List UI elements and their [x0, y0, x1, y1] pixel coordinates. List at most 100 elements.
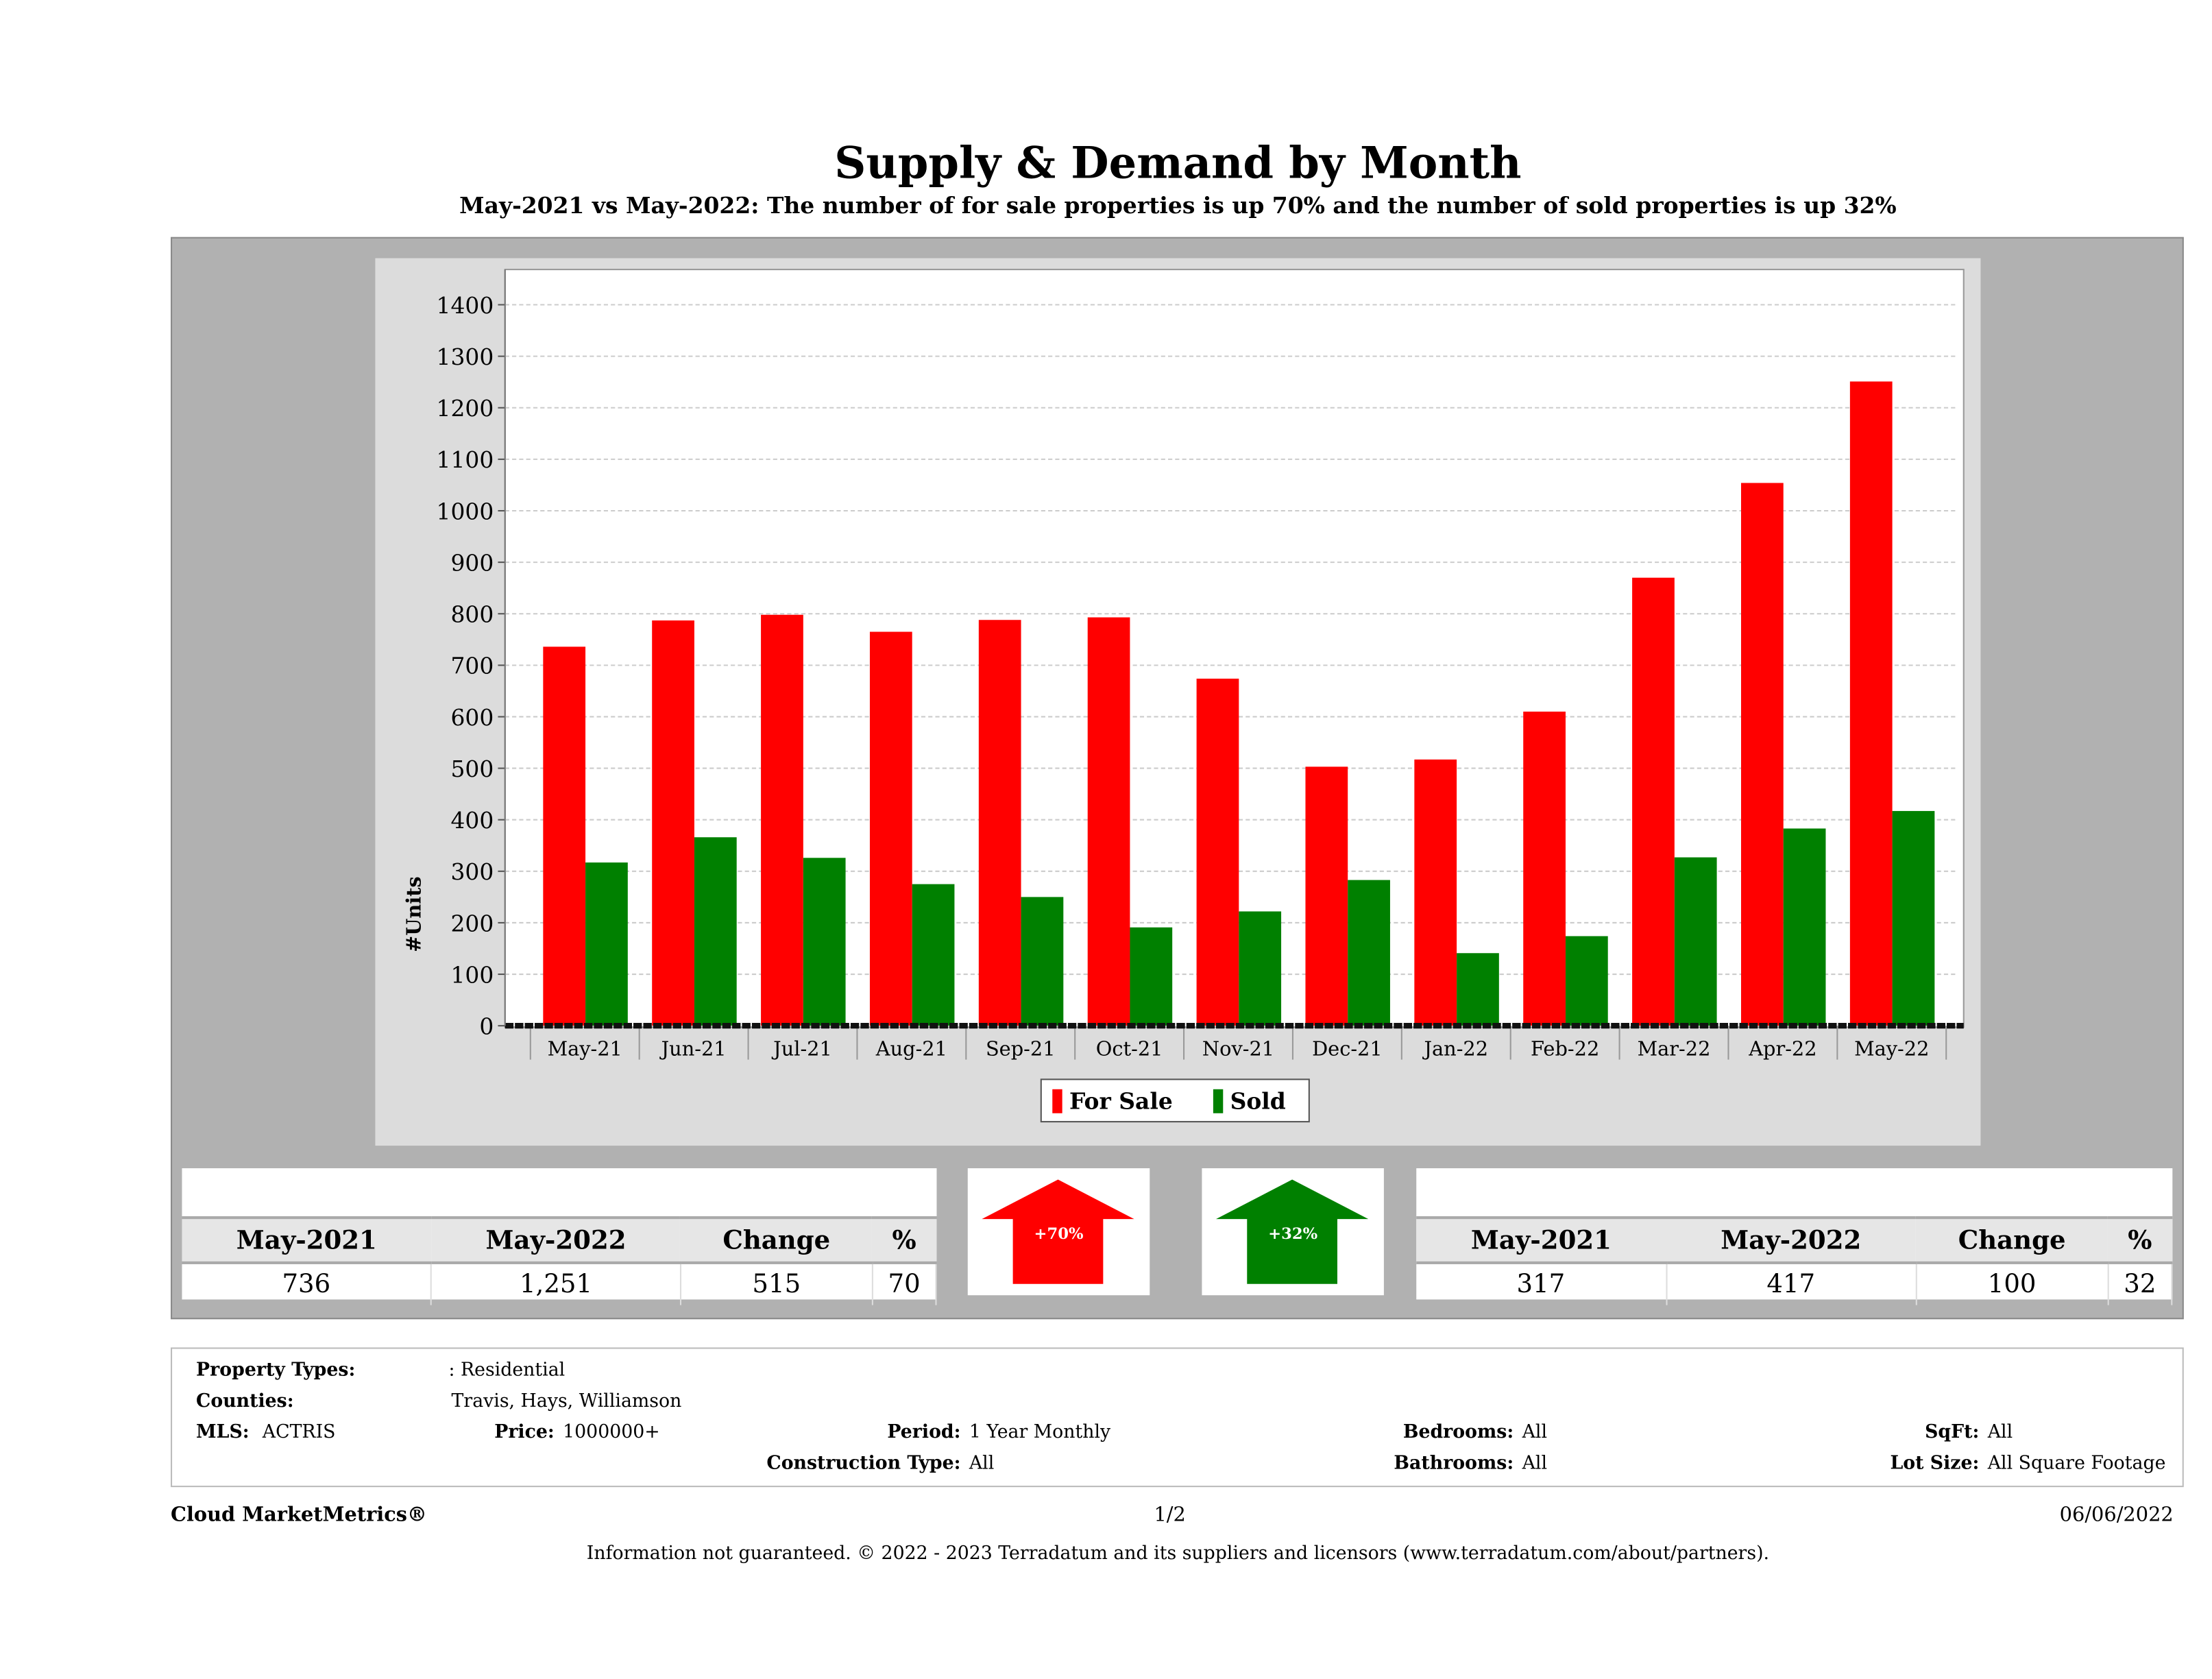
y-tick-label: 900 [450, 549, 494, 576]
counties-value: Travis, Hays, Williamson [451, 1391, 682, 1413]
price-value: 1000000+ [563, 1422, 660, 1444]
bedrooms-label: Bedrooms: [1402, 1422, 1514, 1444]
sqft-label: SqFt: [1925, 1422, 1980, 1444]
bar-for-sale [1414, 759, 1457, 1026]
bar-sold [694, 837, 737, 1026]
bar-sold [1565, 936, 1608, 1026]
legend: For Sale Sold [1040, 1078, 1310, 1123]
brand-name: Cloud MarketMetrics® [171, 1503, 427, 1527]
bar-sold [1783, 828, 1826, 1026]
bar-for-sale [1632, 577, 1675, 1026]
mls-label: MLS: [196, 1422, 250, 1444]
header-may-2022: May-2022 [1666, 1216, 1916, 1264]
header-may-2021: May-2021 [182, 1216, 432, 1264]
bar-for-sale [543, 647, 586, 1026]
y-tick-label: 1300 [437, 343, 494, 370]
value-may-2022: 417 [1666, 1262, 1917, 1305]
price-label: Price: [494, 1422, 555, 1444]
value-change: 515 [680, 1262, 873, 1305]
bar-chart: 0 100 200 300 400 500 600 700 800 900 1000 1100 1200… [402, 269, 1965, 1123]
mls-value: ACTRIS [262, 1422, 336, 1444]
value-percent: 70 [872, 1262, 937, 1305]
legend-for-sale: For Sale [1069, 1088, 1173, 1115]
x-tick-label: Jun-21 [659, 1037, 727, 1060]
y-axis-label: #Units [402, 876, 425, 952]
sold-summary-table: May-2021 May-2022 Change % 317 417 100 3… [1416, 1168, 2173, 1305]
sold-change-label: +32% [1268, 1224, 1318, 1244]
legend-swatch-for-sale [1052, 1089, 1062, 1113]
chart-container: 0 100 200 300 400 500 600 700 800 900 1000 1100 1200… [375, 258, 1981, 1146]
period-value: 1 Year Monthly [969, 1422, 1111, 1444]
bathrooms-value: All [1522, 1453, 1548, 1475]
y-tick-label: 400 [450, 807, 494, 834]
bar-for-sale [761, 614, 803, 1026]
bar-for-sale [1523, 711, 1566, 1026]
page-subtitle: May-2021 vs May-2022: The number of for … [459, 191, 1897, 219]
lot-size-label: Lot Size: [1890, 1453, 1980, 1475]
x-tick-label: Mar-22 [1638, 1037, 1711, 1060]
header-change: Change [680, 1216, 873, 1264]
up-arrow-icon [1215, 1179, 1369, 1284]
bar-for-sale [1196, 678, 1239, 1026]
y-tick-label: 700 [450, 653, 494, 679]
x-tick-label: May-21 [548, 1037, 622, 1060]
y-tick-label: 600 [450, 704, 494, 731]
y-tick-label: 1400 [437, 292, 494, 319]
bar-for-sale [1305, 766, 1348, 1026]
for-sale-summary-table: May-2021 May-2022 Change % 736 1,251 515… [182, 1168, 937, 1305]
y-tick-label: 1200 [437, 395, 494, 422]
bar-sold [912, 884, 955, 1026]
value-may-2021: 317 [1416, 1262, 1667, 1305]
period-label: Period: [887, 1422, 961, 1444]
bar-sold [1892, 810, 1935, 1026]
bar-sold [1021, 897, 1064, 1026]
x-tick-label: Dec-21 [1312, 1037, 1383, 1060]
bar-for-sale [869, 631, 912, 1026]
bar-sold [1457, 953, 1499, 1026]
for-sale-change-arrow: +70% [967, 1168, 1150, 1296]
sqft-value: All [1987, 1422, 2013, 1444]
legend-sold: Sold [1230, 1088, 1286, 1115]
x-tick-label: Feb-22 [1531, 1037, 1599, 1060]
value-change: 100 [1915, 1262, 2109, 1305]
y-tick-label: 1100 [437, 446, 494, 473]
report-date: 06/06/2022 [2059, 1503, 2174, 1527]
y-tick-label: 0 [479, 1013, 494, 1040]
x-tick-label: Apr-22 [1748, 1037, 1816, 1060]
bar-sold [585, 862, 628, 1026]
sold-change-arrow: +32% [1202, 1168, 1384, 1296]
x-tick-label: Jan-22 [1422, 1037, 1488, 1060]
x-tick-label: Aug-21 [875, 1037, 947, 1060]
page-number: 1/2 [1154, 1503, 1186, 1527]
for-sale-change-label: +70% [1034, 1224, 1084, 1244]
x-tick-label: Oct-21 [1096, 1037, 1163, 1060]
y-tick-label: 1000 [437, 498, 494, 524]
bar-sold [1130, 927, 1173, 1026]
disclaimer: Information not guaranteed. © 2022 - 202… [586, 1543, 1770, 1565]
report-criteria: Property Types: : Residential Counties: … [171, 1347, 2184, 1488]
header-may-2021: May-2021 [1416, 1216, 1666, 1264]
bar-sold [1239, 911, 1282, 1026]
bar-sold [803, 858, 846, 1026]
x-tick-label: Jul-21 [771, 1037, 832, 1060]
y-tick-label: 200 [450, 910, 494, 937]
x-tick-label: Nov-21 [1202, 1037, 1274, 1060]
bar-for-sale [1087, 617, 1130, 1026]
bar-for-sale [1849, 381, 1893, 1026]
bar-for-sale [1740, 483, 1784, 1026]
legend-box [1040, 1078, 1310, 1123]
bar-for-sale [652, 620, 694, 1026]
property-types-label: Property Types: [196, 1360, 356, 1381]
header-percent: % [2108, 1216, 2172, 1264]
value-percent: 32 [2108, 1262, 2173, 1305]
x-tick-label: May-22 [1854, 1037, 1929, 1060]
construction-type-value: All [969, 1453, 995, 1475]
construction-type-label: Construction Type: [766, 1453, 961, 1475]
y-tick-label: 300 [450, 858, 494, 885]
y-tick-label: 800 [450, 601, 494, 628]
header-change: Change [1915, 1216, 2108, 1264]
value-may-2022: 1,251 [431, 1262, 681, 1305]
page-title: Supply & Demand by Month [834, 138, 1522, 189]
bedrooms-value: All [1522, 1422, 1548, 1444]
